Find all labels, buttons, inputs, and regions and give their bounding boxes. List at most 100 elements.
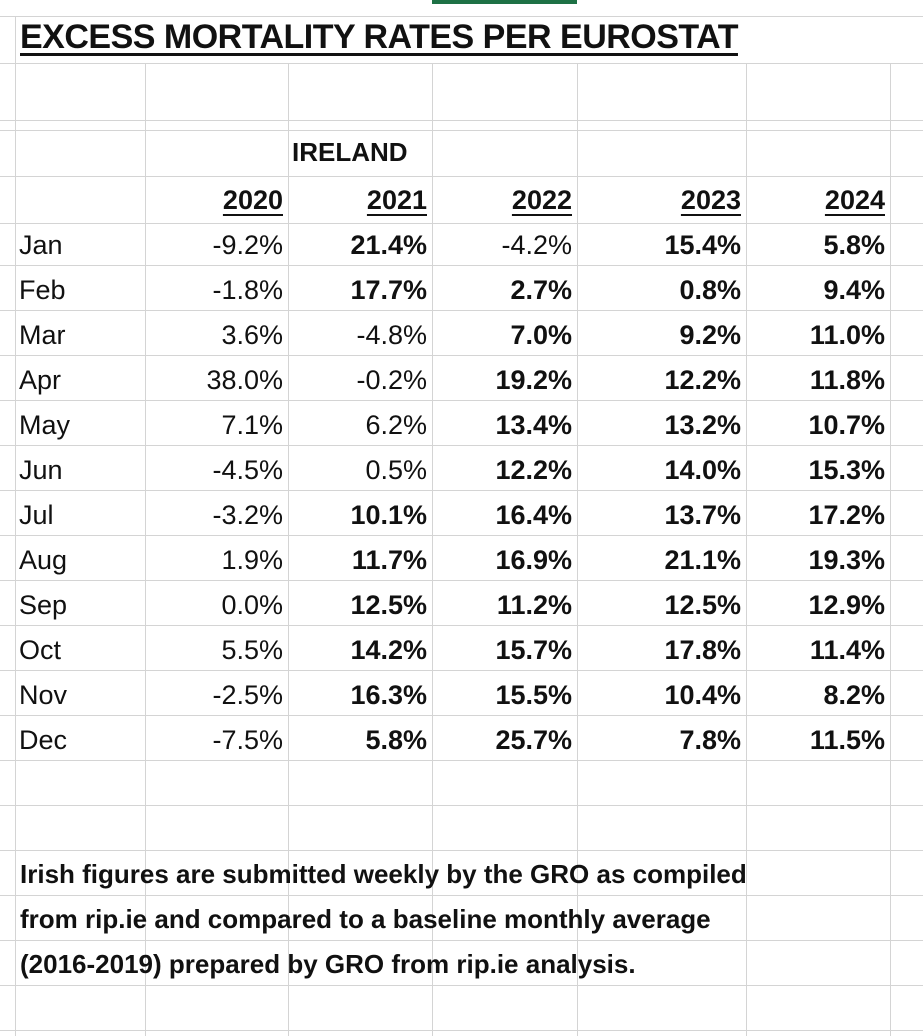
column-gridline (432, 63, 433, 1036)
rate-cell[interactable]: 14.2% (350, 635, 427, 665)
rate-cell[interactable]: 19.3% (808, 545, 885, 575)
column-gridline (577, 63, 578, 1036)
row-gridline (0, 120, 923, 121)
column-gridline (145, 63, 146, 1036)
month-label[interactable]: Aug (19, 545, 68, 575)
month-label[interactable]: Sep (19, 590, 68, 620)
month-label[interactable]: Nov (19, 680, 68, 710)
rate-cell[interactable]: 15.3% (808, 455, 885, 485)
rate-cell[interactable]: -7.5% (212, 725, 283, 755)
rate-cell[interactable]: -3.2% (212, 500, 283, 530)
row-gridline (0, 265, 923, 266)
rate-cell[interactable]: 5.5% (221, 635, 283, 665)
rate-cell[interactable]: 0.5% (365, 455, 427, 485)
rate-cell[interactable]: 21.1% (664, 545, 741, 575)
rate-cell[interactable]: 10.1% (350, 500, 427, 530)
rate-cell[interactable]: -1.8% (212, 275, 283, 305)
rate-cell[interactable]: 11.5% (809, 725, 885, 755)
note-line[interactable]: Irish figures are submitted weekly by th… (20, 859, 747, 889)
rate-cell[interactable]: 12.5% (664, 590, 741, 620)
rate-cell[interactable]: 11.2% (496, 590, 572, 620)
rate-cell[interactable]: 5.8% (823, 230, 885, 260)
year-header[interactable]: 2022 (432, 178, 572, 222)
rate-cell[interactable]: 10.4% (664, 680, 741, 710)
rate-cell[interactable]: 11.0% (809, 320, 885, 350)
rate-cell[interactable]: 0.0% (221, 590, 283, 620)
rate-cell[interactable]: 6.2% (365, 410, 427, 440)
row-gridline (0, 176, 923, 177)
rate-cell[interactable]: 25.7% (495, 725, 572, 755)
rate-cell[interactable]: 13.4% (495, 410, 572, 440)
month-label[interactable]: Feb (19, 275, 66, 305)
rate-cell[interactable]: 16.4% (495, 500, 572, 530)
selected-column-indicator (432, 0, 577, 4)
rate-cell[interactable]: -0.2% (356, 365, 427, 395)
rate-cell[interactable]: 16.3% (350, 680, 427, 710)
month-label[interactable]: Apr (19, 365, 62, 395)
column-gridline (890, 63, 891, 1036)
note-line[interactable]: from rip.ie and compared to a baseline m… (20, 904, 711, 934)
rate-cell[interactable]: 2.7% (510, 275, 572, 305)
row-gridline (0, 805, 923, 806)
rate-cell[interactable]: 16.9% (495, 545, 572, 575)
year-header[interactable]: 2020 (143, 178, 283, 222)
month-label[interactable]: Jun (19, 455, 63, 485)
row-gridline (0, 895, 923, 896)
year-header[interactable]: 2024 (745, 178, 885, 222)
year-header-text: 2020 (222, 185, 283, 215)
row-gridline (0, 63, 923, 64)
rate-cell[interactable]: 7.0% (510, 320, 572, 350)
month-label[interactable]: May (19, 410, 71, 440)
rate-cell[interactable]: 19.2% (495, 365, 572, 395)
rate-cell[interactable]: 21.4% (350, 230, 427, 260)
rate-cell[interactable]: -9.2% (212, 230, 283, 260)
rate-cell[interactable]: 8.2% (823, 680, 885, 710)
rate-cell[interactable]: -4.8% (356, 320, 427, 350)
rate-cell[interactable]: 12.9% (808, 590, 885, 620)
rate-cell[interactable]: -4.5% (212, 455, 283, 485)
rate-cell[interactable]: 10.7% (808, 410, 885, 440)
rate-cell[interactable]: 12.2% (495, 455, 572, 485)
row-gridline (0, 670, 923, 671)
rate-cell[interactable]: 12.2% (664, 365, 741, 395)
rate-cell[interactable]: 17.7% (350, 275, 427, 305)
rate-cell[interactable]: 9.2% (679, 320, 741, 350)
rate-cell[interactable]: 11.8% (809, 365, 885, 395)
note-line[interactable]: (2016-2019) prepared by GRO from rip.ie … (20, 949, 636, 979)
column-gridline (15, 16, 16, 1036)
rate-cell[interactable]: 9.4% (823, 275, 885, 305)
rate-cell[interactable]: 15.7% (495, 635, 572, 665)
rate-cell[interactable]: 0.8% (679, 275, 741, 305)
rate-cell[interactable]: -2.5% (212, 680, 283, 710)
rate-cell[interactable]: 11.7% (351, 545, 427, 575)
rate-cell[interactable]: 1.9% (221, 545, 283, 575)
sheet-title[interactable]: EXCESS MORTALITY RATES PER EUROSTAT (20, 18, 738, 56)
month-label[interactable]: Mar (19, 320, 66, 350)
year-header-text: 2024 (824, 185, 885, 215)
rate-cell[interactable]: 13.2% (664, 410, 741, 440)
rate-cell[interactable]: -4.2% (501, 230, 572, 260)
rate-cell[interactable]: 15.5% (495, 680, 572, 710)
year-header-text: 2021 (366, 185, 427, 215)
rate-cell[interactable]: 11.4% (809, 635, 885, 665)
row-gridline (0, 400, 923, 401)
year-header[interactable]: 2023 (601, 178, 741, 222)
month-label[interactable]: Oct (19, 635, 62, 665)
month-label[interactable]: Jul (19, 500, 54, 530)
rate-cell[interactable]: 17.8% (664, 635, 741, 665)
row-gridline (0, 490, 923, 491)
rate-cell[interactable]: 5.8% (365, 725, 427, 755)
rate-cell[interactable]: 3.6% (221, 320, 283, 350)
year-header[interactable]: 2021 (287, 178, 427, 222)
rate-cell[interactable]: 17.2% (808, 500, 885, 530)
country-label[interactable]: IRELAND (292, 137, 408, 167)
rate-cell[interactable]: 13.7% (664, 500, 741, 530)
rate-cell[interactable]: 12.5% (350, 590, 427, 620)
month-label[interactable]: Dec (19, 725, 68, 755)
rate-cell[interactable]: 7.1% (221, 410, 283, 440)
rate-cell[interactable]: 7.8% (679, 725, 741, 755)
rate-cell[interactable]: 15.4% (664, 230, 741, 260)
rate-cell[interactable]: 14.0% (664, 455, 741, 485)
month-label[interactable]: Jan (19, 230, 63, 260)
rate-cell[interactable]: 38.0% (206, 365, 283, 395)
